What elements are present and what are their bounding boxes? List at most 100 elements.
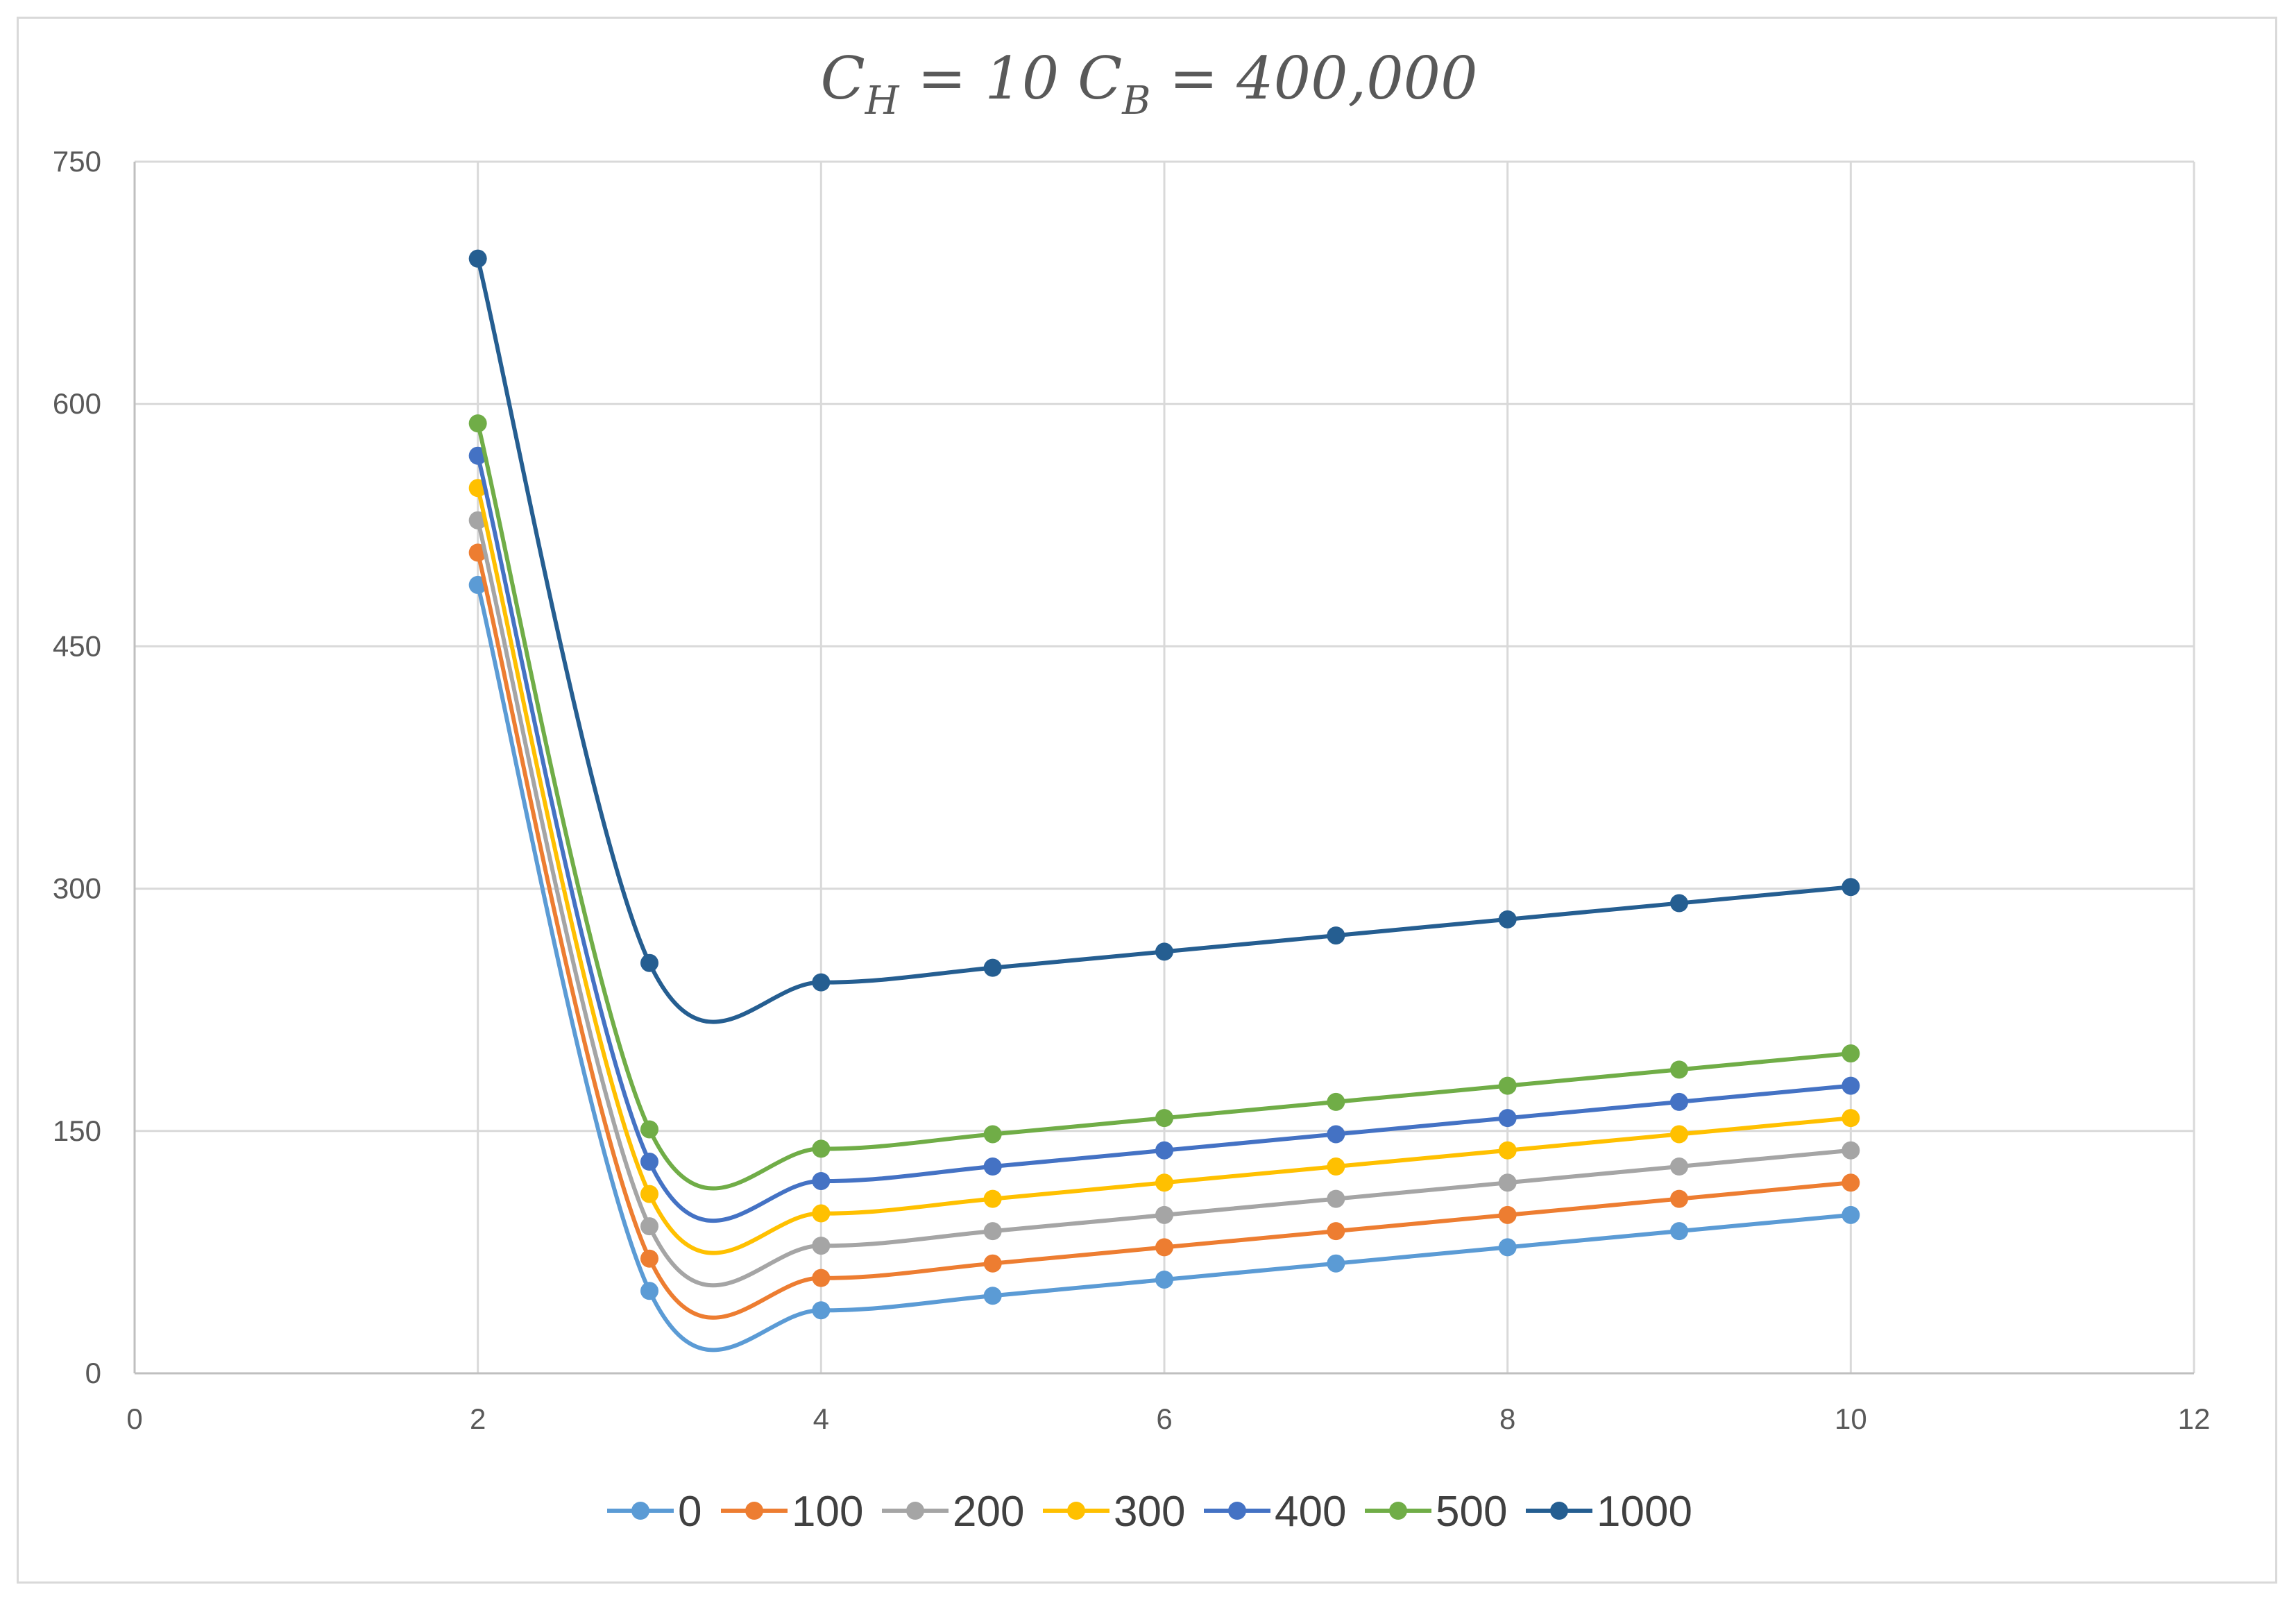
- data-point: [983, 1189, 1002, 1208]
- x-tick-label: 4: [813, 1402, 829, 1435]
- chart-frame: CH = 10 CB = 400,000 0 150 300 450 600 750 0 2 4…: [17, 17, 2277, 1584]
- gridlines: [135, 160, 2195, 1373]
- data-point: [1327, 1222, 1345, 1241]
- title-baseline-reset: [899, 44, 918, 112]
- y-tick-label: 750: [53, 145, 101, 178]
- x-tick-label: 12: [2178, 1402, 2211, 1435]
- legend-marker: [1067, 1502, 1085, 1520]
- title-part: = 10: [917, 44, 1078, 112]
- data-point: [1498, 1141, 1517, 1160]
- y-tick-label: 300: [53, 872, 101, 905]
- data-point: [1327, 1189, 1345, 1208]
- data-point: [983, 1157, 1002, 1176]
- data-point: [1670, 1092, 1688, 1111]
- x-tick-label: 6: [1156, 1402, 1172, 1435]
- series-100: [468, 543, 1860, 1320]
- data-point: [812, 1171, 831, 1190]
- legend-item-200[interactable]: 200: [882, 1488, 1024, 1536]
- data-point: [1155, 1141, 1173, 1160]
- data-point: [1327, 1157, 1345, 1176]
- title-baseline-reset: [1150, 44, 1169, 112]
- legend-label: 300: [1114, 1488, 1185, 1536]
- data-point: [812, 1237, 831, 1255]
- x-tick-label: 10: [1835, 1402, 1867, 1435]
- legend: 0 100 200 300 400 500 1000: [607, 1488, 1692, 1536]
- data-point: [1155, 942, 1173, 961]
- legend-marker: [1550, 1502, 1568, 1520]
- series-line: [475, 487, 1851, 1255]
- data-point: [1498, 1076, 1517, 1095]
- x-tick-label: 2: [470, 1402, 486, 1435]
- y-tick-label: 600: [53, 387, 101, 420]
- data-point: [640, 953, 658, 972]
- data-point: [640, 1282, 658, 1300]
- legend-item-100[interactable]: 100: [721, 1488, 863, 1536]
- series-layer: [468, 249, 1860, 1352]
- data-point: [640, 1217, 658, 1236]
- data-point: [812, 1301, 831, 1320]
- data-point: [1842, 1173, 1860, 1192]
- data-point: [1670, 1060, 1688, 1079]
- data-point: [1327, 1125, 1345, 1144]
- legend-label: 500: [1436, 1488, 1507, 1536]
- data-point: [983, 1254, 1002, 1273]
- data-point: [1842, 1141, 1860, 1160]
- data-point: [1842, 1109, 1860, 1128]
- title-subscript: B: [1121, 78, 1150, 124]
- data-point: [812, 1269, 831, 1287]
- data-point: [640, 1153, 658, 1171]
- data-point: [1670, 1222, 1688, 1241]
- legend-marker: [906, 1502, 924, 1520]
- y-tick-label: 150: [53, 1114, 101, 1147]
- legend-label: 0: [678, 1488, 701, 1536]
- data-point: [1155, 1205, 1173, 1224]
- data-point: [468, 249, 487, 268]
- series-300: [468, 479, 1860, 1255]
- data-point: [1155, 1270, 1173, 1289]
- x-tick-label: 8: [1499, 1402, 1515, 1435]
- data-point: [1498, 1238, 1517, 1257]
- y-tick-label: 450: [53, 629, 101, 662]
- title-subscript: H: [865, 78, 900, 124]
- title-part: C: [1078, 44, 1122, 112]
- data-point: [640, 1120, 658, 1139]
- legend-item-1000[interactable]: 1000: [1526, 1488, 1692, 1536]
- data-point: [1842, 1044, 1860, 1063]
- legend-item-0[interactable]: 0: [607, 1488, 701, 1536]
- data-point: [1327, 1254, 1345, 1273]
- data-point: [640, 1249, 658, 1268]
- data-point: [812, 1139, 831, 1158]
- data-point: [1498, 910, 1517, 928]
- data-point: [1155, 1173, 1173, 1192]
- data-point: [1842, 878, 1860, 897]
- legend-label: 100: [792, 1488, 863, 1536]
- legend-marker: [1228, 1502, 1246, 1520]
- axes: 0 150 300 450 600 750 0 2 4 6 8 10 12: [53, 145, 2210, 1435]
- title-part: C: [820, 44, 865, 112]
- data-point: [1670, 1125, 1688, 1144]
- data-point: [983, 1287, 1002, 1305]
- legend-item-300[interactable]: 300: [1043, 1488, 1185, 1536]
- series-1000: [468, 249, 1860, 1024]
- legend-label: 400: [1275, 1488, 1346, 1536]
- legend-label: 200: [953, 1488, 1024, 1536]
- legend-item-500[interactable]: 500: [1365, 1488, 1507, 1536]
- data-point: [1327, 926, 1345, 945]
- data-point: [1498, 1109, 1517, 1128]
- data-point: [1155, 1109, 1173, 1128]
- series-line: [475, 257, 1851, 1024]
- series-line: [475, 423, 1851, 1191]
- data-point: [1498, 1173, 1517, 1192]
- data-point: [1670, 1157, 1688, 1176]
- x-tick-label: 0: [126, 1402, 142, 1435]
- series-500: [468, 414, 1860, 1191]
- data-point: [1670, 894, 1688, 913]
- data-point: [812, 1204, 831, 1223]
- series-line: [475, 520, 1851, 1288]
- series-400: [468, 446, 1860, 1223]
- data-point: [983, 1222, 1002, 1241]
- data-point: [1670, 1189, 1688, 1208]
- legend-item-400[interactable]: 400: [1204, 1488, 1346, 1536]
- data-point: [983, 1125, 1002, 1144]
